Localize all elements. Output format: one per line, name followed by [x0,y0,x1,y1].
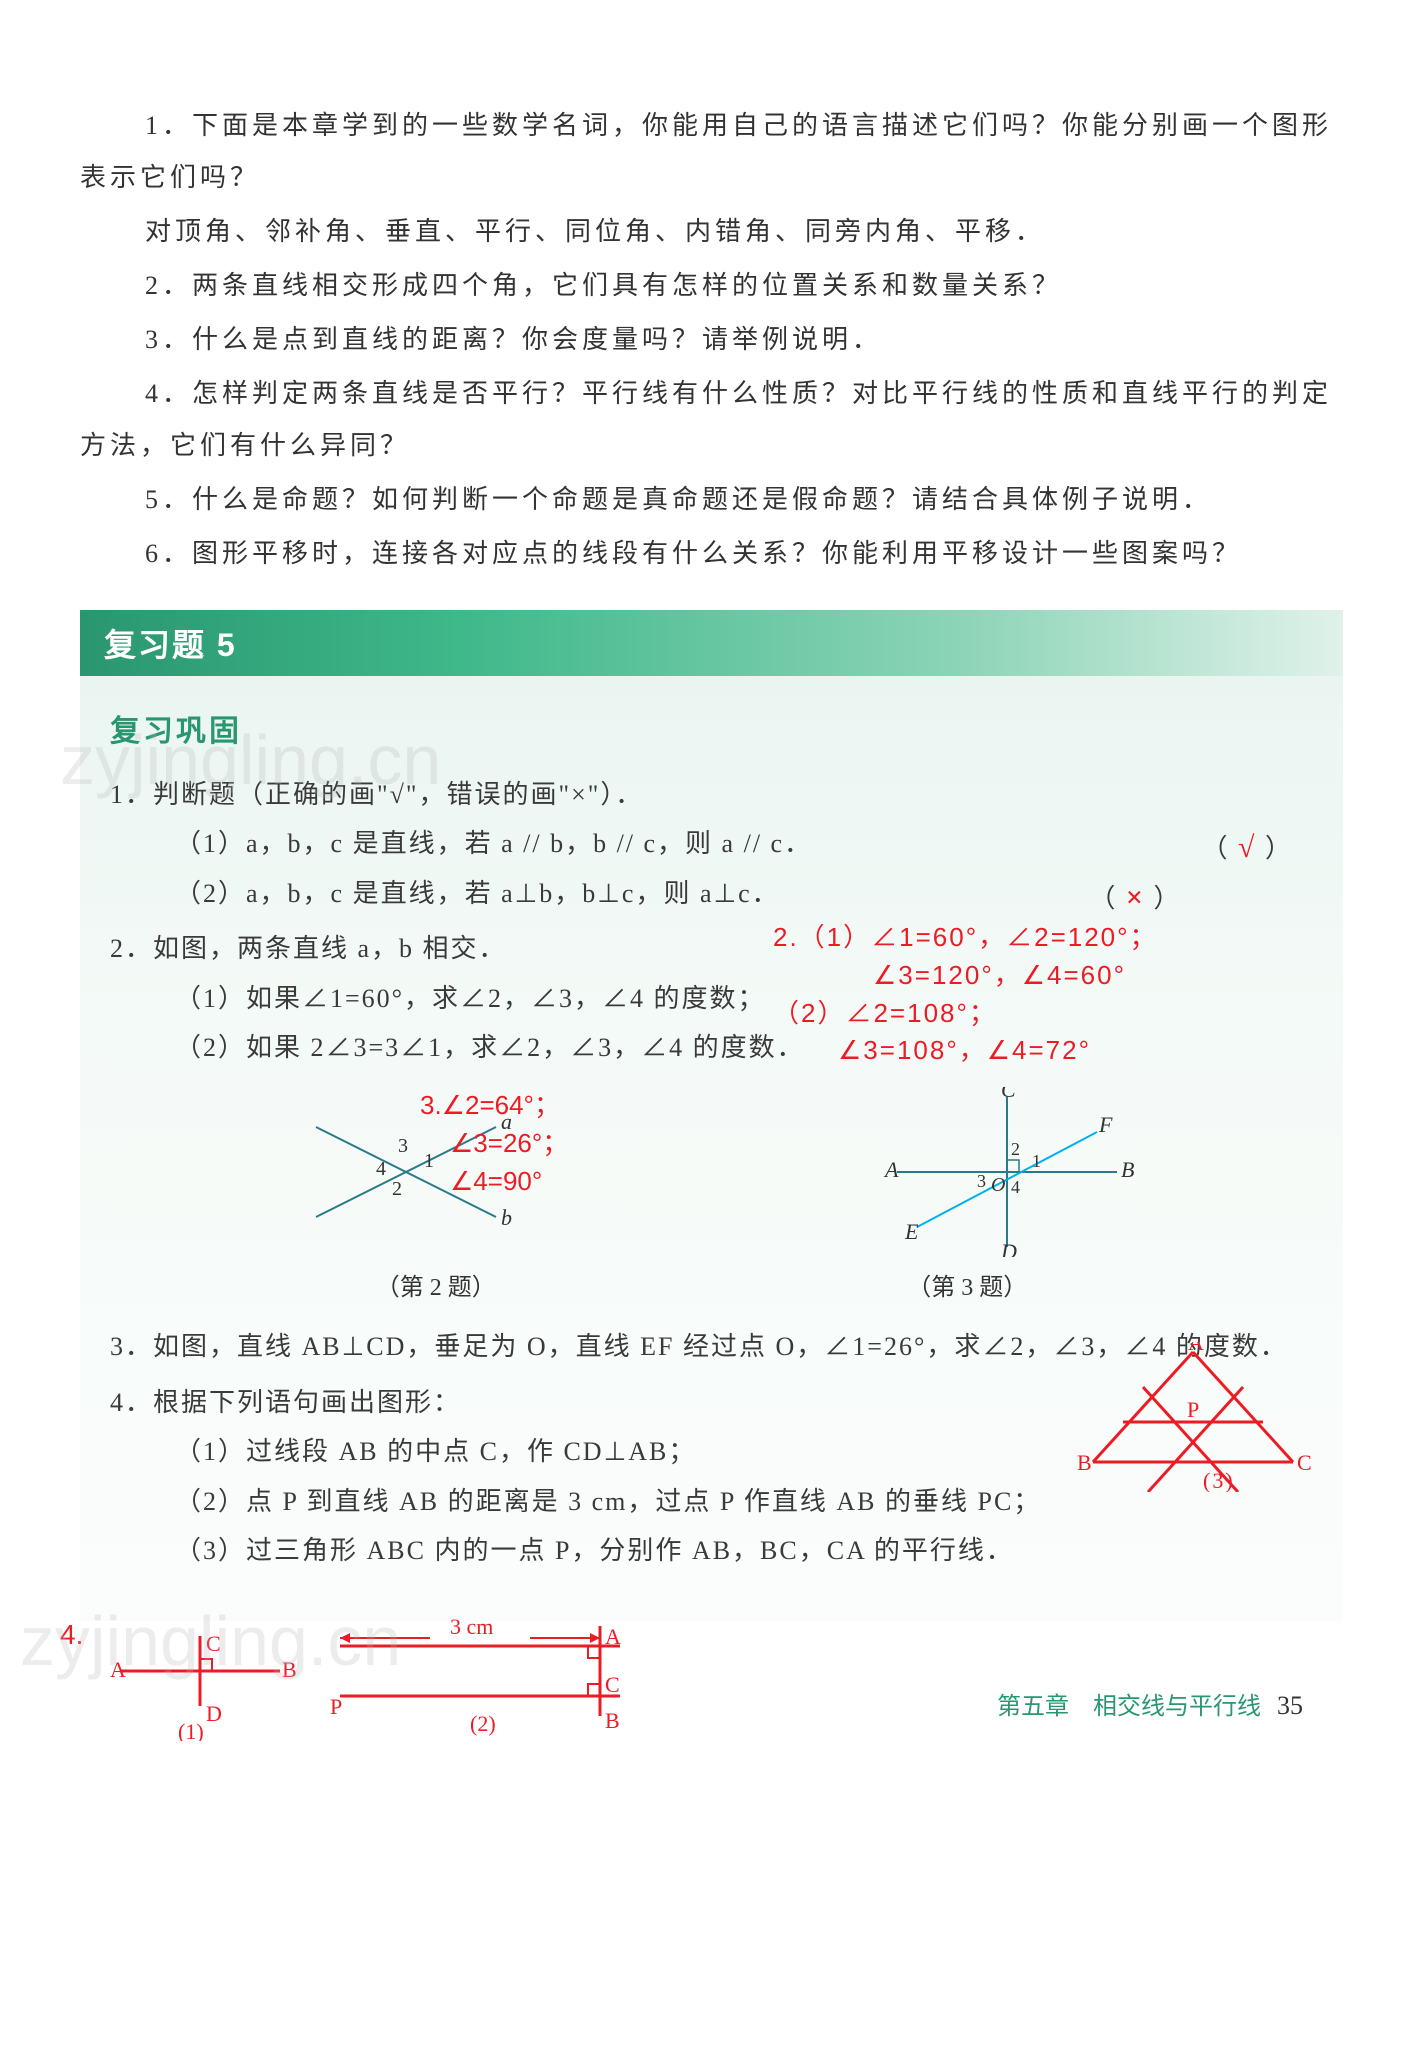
af2-label-c: C [605,1672,620,1697]
fig3-caption: （第 3 题） [907,1267,1027,1302]
fig3-label-b: B [1121,1157,1134,1182]
af2-label-b: B [605,1708,620,1733]
q2-ans-l4: ∠3=108°，∠4=72° [773,1032,1313,1070]
fig3-label-2: 2 [1011,1139,1020,1159]
af3-line-ac [1193,1352,1293,1462]
ans-figure-1: A B C D (1) [100,1631,300,1741]
figure-3: A B C D E F O 1 2 3 4 [867,1087,1147,1257]
af2-3cm: 3 cm [450,1616,493,1639]
fig3-label-d: D [1000,1239,1017,1257]
ans-figure-3: A B C P (3) [1063,1342,1323,1492]
top-q5: 5．什么是命题？如何判断一个命题是真命题还是假命题？请结合具体例子说明． [80,474,1343,526]
review-section: 复习题 5 复习巩固 zyjingling.cn 1．判断题（正确的画"√"，错… [80,610,1343,1621]
q1-2-answer: × [1126,881,1145,914]
ans4-label: 4. [60,1619,83,1651]
page-container: 1．下面是本章学到的一些数学名词，你能用自己的语言描述它们吗？你能分别画一个图形… [0,0,1423,1791]
top-q1: 1．下面是本章学到的一些数学名词，你能用自己的语言描述它们吗？你能分别画一个图形… [80,100,1343,204]
af2-label-a: A [605,1624,621,1649]
fig3-label-1: 1 [1032,1151,1041,1171]
af1-label-b: B [282,1657,297,1682]
fig3-label-o: O [991,1174,1005,1196]
footer-text: 第五章 相交线与平行线 35 [997,1686,1303,1721]
fig2-label-4: 4 [376,1158,386,1180]
af1-right-angle-icon [200,1659,212,1671]
review-header: 复习题 5 [80,610,1343,676]
footer-page: 35 [1277,1691,1303,1720]
fig3-label-f: F [1098,1112,1113,1137]
q3-ans-l2: ∠3=26°； [420,1125,568,1163]
top-q2: 2．两条直线相交形成四个角，它们具有怎样的位置关系和数量关系？ [80,260,1343,312]
af1-label-c: C [206,1631,221,1656]
af3-line-ab [1093,1352,1193,1462]
af3-label-a: A [1188,1342,1206,1355]
fig2-label-2: 2 [392,1178,402,1200]
q3-ans-l3: ∠4=90° [420,1163,568,1201]
review-subsection-title: 复习巩固 [110,706,1313,750]
af1-caption: (1) [178,1719,204,1741]
af3-label-c: C [1297,1450,1314,1475]
fig2-label-3: 3 [398,1135,408,1157]
footer-chapter: 第五章 相交线与平行线 [997,1694,1261,1720]
af1-label-a: A [110,1657,126,1682]
fig3-right-angle-icon [1007,1160,1019,1172]
af2-arrow-left-icon [340,1633,350,1643]
q4-3: （3）过三角形 ABC 内的一点 P，分别作 AB，BC，CA 的平行线． [110,1526,1313,1575]
top-q3: 3．什么是点到直线的距离？你会度量吗？请举例说明． [80,314,1343,366]
q2-ans-l3: （2）∠2=108°； [773,995,1313,1033]
q2-ans-l1: 2.（1）∠1=60°，∠2=120°； [773,919,1313,957]
top-questions: 1．下面是本章学到的一些数学名词，你能用自己的语言描述它们吗？你能分别画一个图形… [80,100,1343,580]
top-q6: 6．图形平移时，连接各对应点的线段有什么关系？你能利用平移设计一些图案吗？ [80,528,1343,580]
top-q4: 4．怎样判定两条直线是否平行？平行线有什么性质？对比平行线的性质和直线平行的判定… [80,368,1343,472]
q3-answer: 3.∠2=64°； ∠3=26°； ∠4=90° [420,1087,568,1200]
q2-answer: 2.（1）∠1=60°，∠2=120°； ∠3=120°，∠4=60° （2）∠… [773,919,1313,1070]
q1-1-text: （1）a，b，c 是直线，若 a // b，b // c，则 a // c． [175,829,812,858]
af3-label-p: P [1187,1397,1201,1422]
q1: 1．判断题（正确的画"√"，错误的画"×"）． （1）a，b，c 是直线，若 a… [110,770,1313,918]
q1-1-paren: （ √ ） [1202,819,1314,876]
af2-right-angle1-icon [588,1684,600,1696]
q1-2-paren: （ × ） [1089,869,1201,926]
diagram-labels: （第 2 题） （第 3 题） [110,1267,1313,1302]
q1-1: （1）a，b，c 是直线，若 a // b，b // c，则 a // c． （… [110,819,1313,868]
af1-label-d: D [206,1701,222,1726]
ans-figure-2: 3 cm P A B C (2) [320,1616,640,1736]
fig3-label-e: E [904,1219,919,1244]
q2: 2．如图，两条直线 a，b 相交． （1）如果∠1=60°，求∠2，∠3，∠4 … [110,924,1313,1072]
fig3-label-4: 4 [1011,1177,1020,1197]
fig3-label-a: A [883,1157,899,1182]
review-content: 复习巩固 zyjingling.cn 1．判断题（正确的画"√"，错误的画"×"… [80,676,1343,1575]
fig2-label-b: b [501,1205,512,1230]
af2-label-p: P [330,1694,342,1719]
q3: 3．如图，直线 AB⊥CD，垂足为 O，直线 EF 经过点 O，∠1=26°，求… [110,1322,1313,1371]
review-title: 复习题 5 [104,627,237,663]
fig3-label-3: 3 [977,1171,986,1191]
footer-area: zyjingling.cn 4. A B C D (1) 3 cm P A B … [80,1631,1343,1751]
fig3-label-c: C [1001,1087,1016,1102]
af3-label-b: B [1077,1450,1094,1475]
diagram-row: 1 2 3 4 a b 3.∠2=64°； ∠3=26°； ∠4=90° [110,1087,1313,1257]
af2-right-angle2-icon [588,1646,600,1658]
q1-2: （2）a，b，c 是直线，若 a⊥b，b⊥c，则 a⊥c． （ × ） [110,869,1313,918]
fig2-caption: （第 2 题） [376,1267,496,1302]
q3-ans-l1: 3.∠2=64°； [420,1087,568,1125]
q1-lead: 1．判断题（正确的画"√"，错误的画"×"）． [110,770,1313,819]
q1-2-text: （2）a，b，c 是直线，若 a⊥b，b⊥c，则 a⊥c． [175,879,780,908]
q2-ans-l2: ∠3=120°，∠4=60° [773,957,1313,995]
q1-1-answer: √ [1238,831,1256,864]
af2-caption: (2) [470,1711,496,1736]
af3-caption: (3) [1203,1468,1235,1492]
top-q1-sub: 对顶角、邻补角、垂直、平行、同位角、内错角、同旁内角、平移． [80,206,1343,258]
